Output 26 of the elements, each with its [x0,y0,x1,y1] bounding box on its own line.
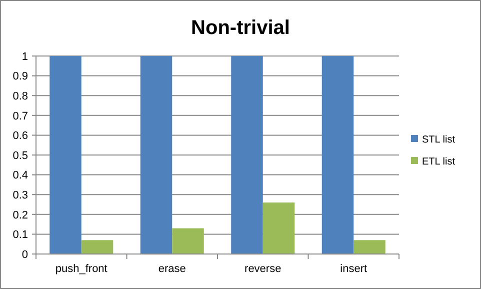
y-tick-label: 0.4 [12,170,28,182]
bar [81,240,114,254]
legend-label: ETL list [422,156,456,168]
bar [354,240,386,254]
legend-label: STL list [422,134,456,146]
bar [262,202,295,254]
y-tick-label: 0.3 [12,189,28,202]
y-tick-label: 0.1 [12,229,28,242]
x-tick-label: erase [158,263,186,275]
y-tick-label: 0 [22,248,28,261]
y-tick-label: 0.5 [12,150,28,162]
y-tick-label: 1 [22,50,28,63]
y-tick-label: 0.6 [12,130,28,142]
y-tick-label: 0.2 [12,209,28,222]
x-tick-label: reverse [244,263,282,275]
x-tick-label: push_front [55,263,108,275]
bar [322,56,354,254]
chart-title: Non-trivial [191,17,290,39]
y-tick-label: 0.7 [12,110,28,122]
y-tick-label: 0.8 [12,90,28,102]
bar [50,56,82,254]
y-tick-label: 0.9 [12,70,28,83]
bar [172,228,204,254]
bar [140,56,172,254]
x-tick-label: insert [340,263,368,275]
bar [231,56,263,254]
